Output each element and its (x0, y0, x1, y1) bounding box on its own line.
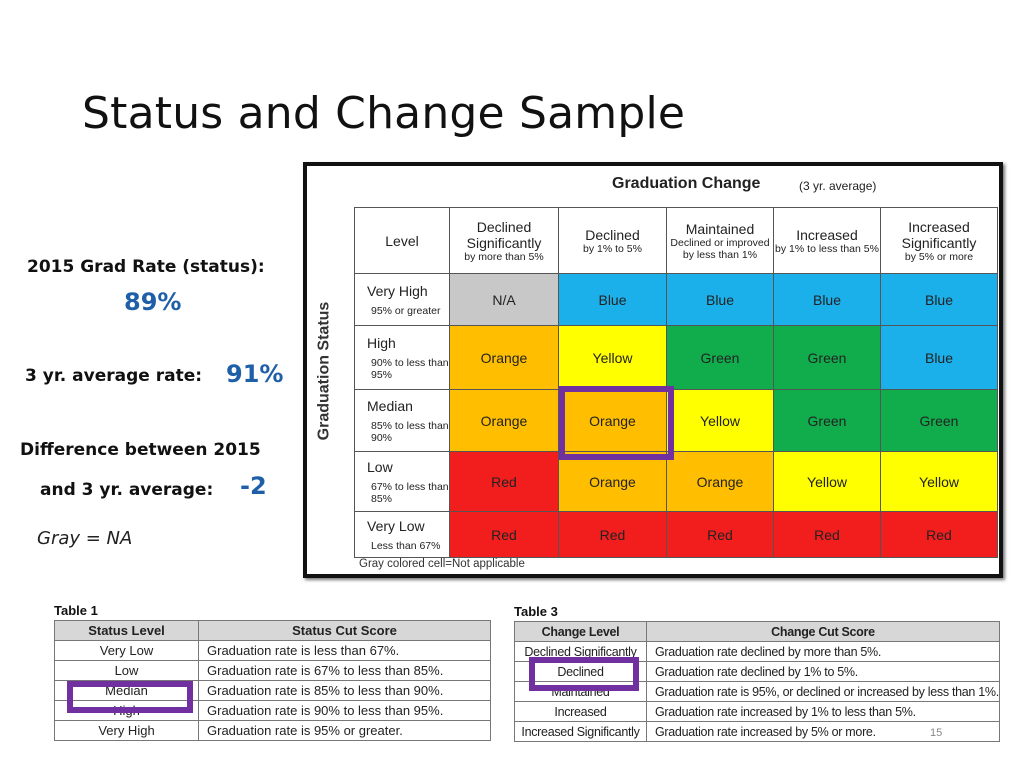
table-cell: Graduation rate is 95% or greater. (198, 720, 491, 741)
table-cell: Graduation rate increased by 5% or more. (646, 721, 1000, 742)
table-row: Increased Graduation rate increased by 1… (514, 701, 1000, 722)
table1-panel: Table 1 Status Level Status Cut Score Ve… (54, 603, 491, 741)
matrix-cell: Yellow (666, 389, 774, 452)
matrix-row: Very Low Less than 67% Red Red Red Red Re… (354, 511, 998, 558)
level-cell: Low 67% to less than 85% (354, 451, 450, 512)
difference-label-line2: and 3 yr. average: (40, 480, 214, 500)
table-cell: Graduation rate is 67% to less than 85%. (198, 660, 491, 681)
matrix-cell: N/A (449, 273, 559, 326)
matrix-row: Low 67% to less than 85% Red Orange Orang… (354, 451, 998, 512)
table-header: Change Level (514, 621, 647, 642)
table1: Status Level Status Cut Score Very Low G… (54, 620, 491, 741)
matrix-cell: Red (558, 511, 667, 558)
table-cell: Low (54, 660, 199, 681)
matrix-title: Graduation Change (612, 175, 761, 192)
table-header: Status Cut Score (198, 620, 491, 641)
matrix-cell: Blue (558, 273, 667, 326)
grad-rate-value: 89% (124, 288, 182, 316)
difference-value: -2 (240, 472, 267, 500)
column-header: Increased by 1% to less than 5% (773, 207, 881, 274)
table-row: Low Graduation rate is 67% to less than … (54, 660, 491, 681)
matrix-footnote: Gray colored cell=Not applicable (359, 558, 525, 570)
matrix-row: Median 85% to less than 90% Orange Orange… (354, 389, 998, 452)
table1-highlight-box (67, 681, 193, 713)
matrix-cell: Green (773, 325, 881, 390)
table-cell: Graduation rate declined by more than 5%… (646, 641, 1000, 662)
matrix-cell: Yellow (773, 451, 881, 512)
table-row: Increased Significantly Graduation rate … (514, 721, 1000, 742)
table1-caption: Table 1 (54, 603, 98, 618)
grad-rate-label: 2015 Grad Rate (status): (27, 257, 265, 277)
table-cell: Increased Significantly (514, 721, 647, 742)
avg-rate-value: 91% (226, 360, 284, 388)
table-cell: Very Low (54, 640, 199, 661)
graduation-matrix-table: Level Declined Significantly by more than… (354, 207, 998, 558)
corner-header: Level (354, 207, 450, 274)
matrix-cell: Green (666, 325, 774, 390)
matrix-cell: Red (773, 511, 881, 558)
table3-highlight-box (529, 657, 639, 691)
matrix-cell: Red (449, 451, 559, 512)
column-header: Declined by 1% to 5% (558, 207, 667, 274)
matrix-cell: Blue (773, 273, 881, 326)
table-cell: Very High (54, 720, 199, 741)
level-cell: Median 85% to less than 90% (354, 389, 450, 452)
level-cell: Very High 95% or greater (354, 273, 450, 326)
column-header: Maintained Declined or improved by less t… (666, 207, 774, 274)
matrix-cell: Orange (558, 389, 667, 452)
matrix-cell: Blue (880, 325, 998, 390)
matrix-cell: Green (773, 389, 881, 452)
matrix-cell: Blue (880, 273, 998, 326)
column-header: Declined Significantly by more than 5% (449, 207, 559, 274)
matrix-cell: Red (880, 511, 998, 558)
table-header-row: Status Level Status Cut Score (54, 620, 491, 641)
table-row: Very High Graduation rate is 95% or grea… (54, 720, 491, 741)
table-row: Declined Significantly Graduation rate d… (514, 641, 1000, 662)
matrix-cell: Orange (666, 451, 774, 512)
table-cell: Graduation rate is less than 67%. (198, 640, 491, 661)
page-number: 15 (930, 727, 943, 739)
avg-rate-label: 3 yr. average rate: (25, 366, 203, 386)
table-header: Change Cut Score (646, 621, 1000, 642)
difference-label-line1: Difference between 2015 (20, 440, 261, 460)
table-header: Status Level (54, 620, 199, 641)
table-cell: Graduation rate is 95%, or declined or i… (646, 681, 1000, 702)
table-cell: Declined Significantly (514, 641, 647, 662)
table3: Change Level Change Cut Score Declined S… (514, 621, 1000, 742)
table3-caption: Table 3 (514, 604, 558, 619)
gray-na-note: Gray = NA (37, 528, 133, 549)
matrix-cell: Red (666, 511, 774, 558)
matrix-cell: Yellow (880, 451, 998, 512)
level-cell: Very Low Less than 67% (354, 511, 450, 558)
matrix-cell: Blue (666, 273, 774, 326)
matrix-header-row: Level Declined Significantly by more than… (354, 207, 998, 274)
table-cell: Graduation rate is 85% to less than 90%. (198, 680, 491, 701)
slide-title: Status and Change Sample (82, 88, 686, 139)
table3-panel: Table 3 Change Level Change Cut Score De… (514, 604, 1000, 742)
table-cell: Graduation rate is 90% to less than 95%. (198, 700, 491, 721)
matrix-cell: Orange (449, 389, 559, 452)
table-cell: Graduation rate declined by 1% to 5%. (646, 661, 1000, 682)
row-axis-label: Graduation Status (315, 301, 332, 441)
matrix-cell: Green (880, 389, 998, 452)
matrix-row: High 90% to less than 95% Orange Yellow G… (354, 325, 998, 390)
table-row: Very Low Graduation rate is less than 67… (54, 640, 491, 661)
matrix-cell: Yellow (558, 325, 667, 390)
table-cell: Increased (514, 701, 647, 722)
graduation-matrix-panel: Graduation Change (3 yr. average) Gradua… (303, 162, 1003, 578)
column-header: Increased Significantly by 5% or more (880, 207, 998, 274)
table-cell: Graduation rate increased by 1% to less … (646, 701, 1000, 722)
matrix-cell: Orange (449, 325, 559, 390)
table-header-row: Change Level Change Cut Score (514, 621, 1000, 642)
matrix-cell: Orange (558, 451, 667, 512)
matrix-subtitle: (3 yr. average) (799, 179, 877, 193)
level-cell: High 90% to less than 95% (354, 325, 450, 390)
matrix-row: Very High 95% or greater N/A Blue Blue Bl… (354, 273, 998, 326)
matrix-cell: Red (449, 511, 559, 558)
matrix-highlight-box (559, 386, 674, 460)
